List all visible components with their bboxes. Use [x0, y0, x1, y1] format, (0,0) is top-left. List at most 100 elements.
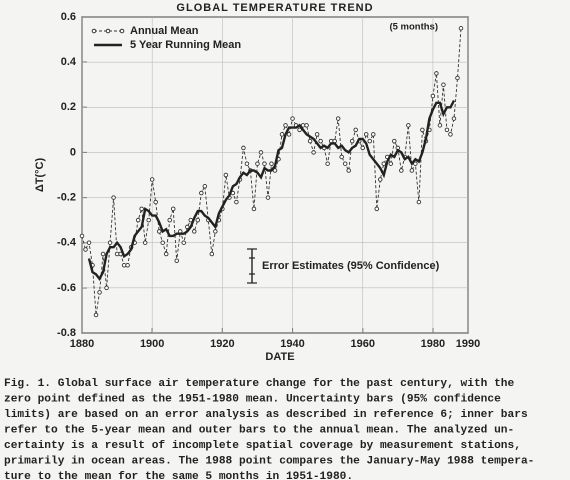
y-tick-label: -0.2: [57, 191, 76, 203]
x-tick-label: 1920: [210, 338, 234, 350]
data-point: [142, 240, 148, 245]
data-point: [174, 258, 179, 264]
data-point: [399, 168, 404, 173]
plot-frame: [81, 16, 469, 334]
data-point: [185, 224, 190, 230]
x-tick-label: 1960: [350, 338, 374, 350]
data-point: [307, 138, 313, 144]
data-point: [86, 240, 92, 245]
data-point: [314, 132, 320, 137]
data-point: [381, 161, 387, 166]
data-point: [79, 233, 85, 239]
data-point: [223, 172, 229, 178]
data-point: [163, 251, 169, 257]
caption-line: certainty is a result of incomplete spat…: [4, 440, 521, 452]
chart-title: GLOBAL TEMPERATURE TREND: [176, 2, 373, 14]
y-tick-label: -0.4: [57, 237, 77, 249]
data-point: [269, 161, 274, 166]
legend-marker: [105, 28, 111, 34]
data-point: [272, 168, 278, 173]
caption-line: Fig. 1. Global surface air temperature c…: [4, 378, 515, 390]
y-tick-label: 0.2: [61, 101, 76, 113]
y-axis-label: ΔT(°C): [34, 158, 46, 193]
data-point: [437, 123, 443, 128]
data-point: [290, 116, 295, 121]
data-point: [199, 190, 204, 196]
data-point: [297, 127, 302, 133]
data-point: [392, 138, 397, 144]
data-point: [100, 251, 106, 257]
data-point: [342, 161, 348, 166]
data-point: [416, 199, 422, 205]
data-point: [318, 138, 323, 144]
data-point: [311, 150, 316, 155]
data-point: [262, 161, 267, 166]
data-point: [107, 240, 113, 245]
data-point: [139, 206, 144, 212]
data-point: [234, 199, 239, 205]
data-point: [286, 132, 292, 137]
annotation: (5 months): [389, 22, 438, 33]
data-point: [195, 217, 201, 223]
legend-marker: [119, 28, 125, 34]
data-point: [388, 161, 394, 166]
series-line: [87, 99, 456, 281]
legend-label: Annual Mean: [130, 25, 199, 37]
x-axis-label: DATE: [265, 351, 294, 363]
data-point: [213, 229, 218, 234]
x-tick-label: 1990: [456, 338, 480, 350]
data-point: [251, 206, 257, 212]
data-point: [111, 195, 116, 200]
y-tick-label: 0: [70, 146, 76, 158]
data-point: [434, 71, 439, 76]
y-tick-label: 0.6: [61, 11, 76, 23]
data-point: [353, 127, 358, 133]
data-point: [374, 206, 380, 212]
data-point: [430, 93, 436, 99]
data-point: [409, 168, 415, 173]
data-point: [255, 161, 260, 166]
data-point: [149, 177, 155, 182]
data-point: [451, 116, 457, 121]
legend-label: 5 Year Running Mean: [130, 39, 241, 51]
data-point: [458, 26, 464, 31]
data-point: [335, 116, 341, 121]
y-tick-label: -0.8: [57, 327, 76, 339]
data-point: [97, 290, 102, 295]
data-point: [283, 123, 288, 128]
data-point: [241, 145, 246, 151]
caption-line: ture to the mean for the same 5 months i…: [4, 471, 353, 480]
data-point: [455, 75, 460, 81]
data-point: [371, 132, 376, 137]
data-point: [360, 145, 365, 151]
caption-line: primarily in ocean areas. The 1988 point…: [4, 455, 534, 467]
data-point: [209, 251, 215, 257]
x-tick-label: 1940: [280, 338, 304, 350]
data-point: [420, 127, 425, 133]
data-point: [339, 154, 344, 160]
legend-marker: [91, 28, 97, 34]
data-point: [441, 82, 446, 87]
data-point: [448, 132, 453, 137]
data-point: [192, 229, 197, 234]
x-tick-label: 1900: [140, 338, 164, 350]
data-point: [265, 195, 271, 200]
caption-line: zero point defined as the 1951-1980 mean…: [4, 393, 501, 405]
data-point: [104, 285, 109, 291]
data-point: [125, 263, 130, 268]
data-point: [153, 199, 158, 205]
data-point: [258, 150, 264, 155]
x-tick-label: 1880: [70, 338, 94, 350]
data-point: [244, 161, 250, 166]
data-point: [378, 177, 383, 182]
data-point: [83, 247, 88, 252]
data-point: [413, 161, 418, 166]
data-point: [181, 240, 187, 245]
caption-line: limits) are based on an error analysis a…: [4, 409, 528, 421]
data-point: [304, 123, 309, 128]
y-tick-label: 0.4: [61, 56, 77, 68]
data-point: [156, 229, 162, 234]
data-point: [170, 206, 176, 212]
data-point: [406, 123, 411, 128]
data-point: [146, 217, 151, 223]
